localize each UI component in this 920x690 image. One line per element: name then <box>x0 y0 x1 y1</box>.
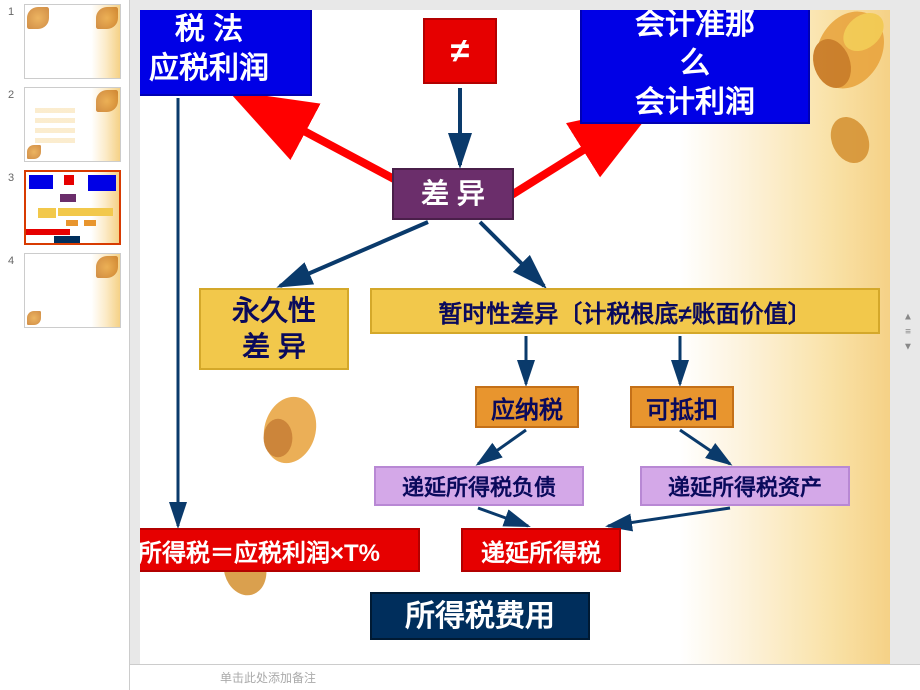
box-deferred-tax[interactable]: 递延所得税 <box>461 528 621 572</box>
current-slide[interactable]: 税 法应税利润 ≠ 会计准那么会计利润 差 异 永久性差 异 暂时性差异〔计税根… <box>140 10 890 664</box>
slide-thumbnail-1[interactable] <box>24 4 121 79</box>
slide-thumbnail-3[interactable] <box>24 170 121 245</box>
box-deductible[interactable]: 可抵扣 <box>630 386 734 428</box>
thumb-number: 3 <box>8 172 20 184</box>
box-tax-law[interactable]: 税 法应税利润 <box>140 10 312 96</box>
box-current-tax[interactable]: 当期所得税＝应税利润×T% <box>140 528 420 572</box>
slide-thumbnail-4[interactable] <box>24 253 121 328</box>
box-temporary-diff[interactable]: 暂时性差异〔计税根底≠账面价值〕 <box>370 288 880 334</box>
powerpoint-editor: 1 2 3 4 <box>0 0 920 690</box>
slide-nav-tools[interactable]: ▲≡▼ <box>898 312 918 353</box>
box-deferred-asset[interactable]: 递延所得税资产 <box>640 466 850 506</box>
thumb-number: 1 <box>8 6 20 18</box>
notes-pane[interactable]: 单击此处添加备注 <box>130 664 920 690</box>
thumb-number: 4 <box>8 255 20 267</box>
box-accounting-standard[interactable]: 会计准那么会计利润 <box>580 10 810 124</box>
box-tax-expense[interactable]: 所得税费用 <box>370 592 590 640</box>
slide-content: 税 法应税利润 ≠ 会计准那么会计利润 差 异 永久性差 异 暂时性差异〔计税根… <box>140 10 890 664</box>
slide-thumbnail-panel: 1 2 3 4 <box>0 0 130 690</box>
box-difference[interactable]: 差 异 <box>392 168 514 220</box>
thumb-number: 2 <box>8 89 20 101</box>
slide-editor-pane: 税 法应税利润 ≠ 会计准那么会计利润 差 异 永久性差 异 暂时性差异〔计税根… <box>130 0 920 690</box>
slide-thumbnail-2[interactable] <box>24 87 121 162</box>
box-deferred-liability[interactable]: 递延所得税负债 <box>374 466 584 506</box>
box-permanent-diff[interactable]: 永久性差 异 <box>199 288 349 370</box>
box-tax-payable[interactable]: 应纳税 <box>475 386 579 428</box>
box-not-equal[interactable]: ≠ <box>423 18 497 84</box>
